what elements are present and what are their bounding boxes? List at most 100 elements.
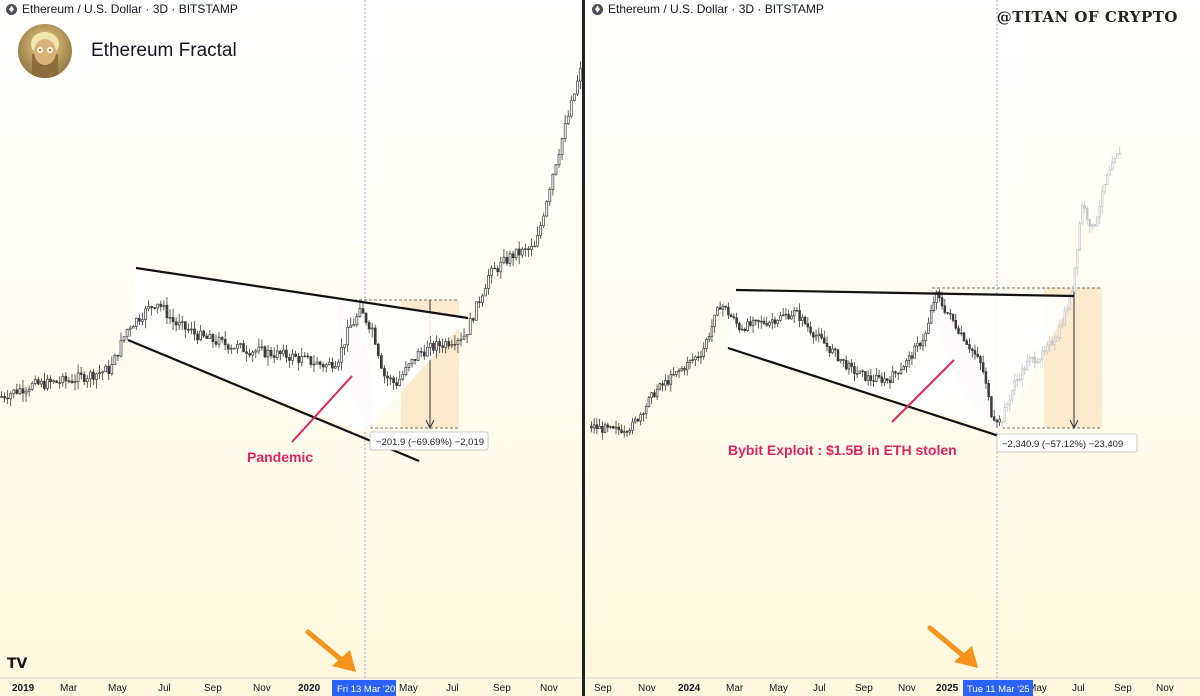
- left-candle: [542, 212, 546, 228]
- left-candle: [349, 317, 353, 328]
- left-candle: [438, 338, 441, 354]
- right-candle: [806, 316, 810, 332]
- right-candle: [595, 418, 599, 435]
- left-candle: [177, 314, 181, 331]
- projection-candle: [1083, 200, 1086, 214]
- right-candle: [773, 316, 777, 328]
- right-candle: [738, 321, 741, 333]
- left-candle: [0, 391, 3, 398]
- right-candle: [877, 369, 881, 379]
- right-candle: [631, 417, 634, 435]
- left-candle: [566, 110, 570, 126]
- left-candle: [165, 296, 169, 324]
- left-candle: [569, 95, 573, 119]
- left-candle: [539, 221, 542, 239]
- tick-mar: Mar: [60, 683, 78, 694]
- left-candle: [425, 340, 429, 357]
- left-candle: [9, 391, 13, 406]
- left-candle: [79, 367, 83, 380]
- right-candle: [990, 395, 993, 419]
- left-candle: [352, 318, 356, 327]
- left-candle: [361, 302, 365, 314]
- right-candle: [823, 330, 826, 344]
- right-candle: [694, 355, 697, 367]
- right-candle: [809, 321, 812, 336]
- watermark: @TITAN OF CRYPTO: [996, 8, 1178, 26]
- left-candle: [410, 358, 414, 368]
- projection-candle: [1103, 184, 1106, 195]
- projection-candles: [1001, 146, 1121, 428]
- left-candle: [131, 324, 135, 329]
- left-chart[interactable]: Pandemic −201.9 (−69.69%) −2,019 2019 Ma…: [0, 0, 582, 696]
- right-candle: [768, 320, 771, 328]
- tick-r-may-2: May: [1028, 683, 1047, 694]
- left-candle: [530, 238, 533, 257]
- projection-candle: [1101, 185, 1104, 214]
- left-candle: [76, 364, 80, 390]
- right-candle: [721, 304, 725, 317]
- right-candle: [842, 359, 845, 368]
- projection-candle: [1093, 224, 1096, 228]
- left-candle: [324, 362, 328, 373]
- left-candle: [523, 243, 527, 257]
- left-candle: [70, 374, 74, 384]
- right-candle: [831, 344, 834, 355]
- tick-r-may: May: [769, 683, 788, 694]
- right-candle: [836, 348, 840, 362]
- left-candle: [392, 375, 395, 390]
- left-candle: [380, 352, 383, 370]
- left-candle: [401, 370, 405, 382]
- right-candle: [642, 412, 645, 422]
- right-candle: [669, 369, 673, 392]
- tradingview-logo-icon[interactable]: TV: [7, 656, 28, 672]
- left-candle: [190, 321, 193, 335]
- left-candle: [144, 305, 147, 329]
- right-candle: [998, 415, 1001, 426]
- right-candle: [647, 395, 651, 408]
- left-candle: [407, 362, 411, 372]
- right-candle: [916, 336, 919, 352]
- right-candle: [713, 314, 716, 333]
- projection-candle: [1076, 249, 1079, 276]
- tick-nov: Nov: [253, 683, 271, 694]
- right-candle: [762, 317, 766, 326]
- projection-candle: [1021, 364, 1024, 387]
- left-candle: [557, 148, 561, 168]
- x-axis-ticks: 2019 Mar May Jul Sep Nov 2020 May Jul Se…: [12, 683, 558, 694]
- left-candle: [563, 114, 567, 143]
- right-candle: [779, 311, 782, 322]
- projection-candle: [1088, 219, 1091, 233]
- right-candle: [817, 327, 821, 343]
- measure-arrowhead: [425, 419, 435, 430]
- tick-jul: Jul: [158, 683, 171, 694]
- tick-2019: 2019: [12, 683, 35, 694]
- left-candle: [278, 349, 282, 361]
- left-candle: [490, 265, 493, 284]
- right-candle: [614, 420, 618, 435]
- left-chart-panel[interactable]: Pandemic −201.9 (−69.69%) −2,019 2019 Ma…: [0, 0, 582, 696]
- tick-jul-2: Jul: [446, 683, 459, 694]
- left-candle: [125, 328, 129, 340]
- right-candle: [729, 312, 733, 318]
- projection-candle: [1118, 146, 1121, 155]
- left-candle: [364, 312, 368, 326]
- right-chart-panel[interactable]: Bybit Exploit : $1.5B in ETH stolen −2,3…: [586, 0, 1200, 696]
- right-candle: [905, 358, 908, 373]
- left-candle: [171, 308, 175, 330]
- left-candle: [119, 332, 123, 358]
- left-candle: [251, 349, 255, 362]
- tick-r-jul: Jul: [813, 683, 826, 694]
- symbol-header-left[interactable]: Ethereum / U.S. Dollar · 3D · BITSTAMP: [6, 2, 238, 16]
- right-chart[interactable]: Bybit Exploit : $1.5B in ETH stolen −2,3…: [586, 0, 1200, 696]
- right-candle: [623, 425, 626, 438]
- symbol-header-right[interactable]: Ethereum / U.S. Dollar · 3D · BITSTAMP: [592, 2, 824, 16]
- left-candle: [101, 370, 104, 381]
- left-candle: [502, 249, 506, 265]
- projection-candle: [1066, 304, 1069, 314]
- left-candle: [82, 371, 86, 385]
- projection-candle: [1058, 319, 1061, 341]
- right-candle: [691, 353, 694, 364]
- tick-2020: 2020: [298, 683, 321, 694]
- left-candle: [220, 336, 224, 343]
- wedge-lower-line-right: [727, 346, 1037, 450]
